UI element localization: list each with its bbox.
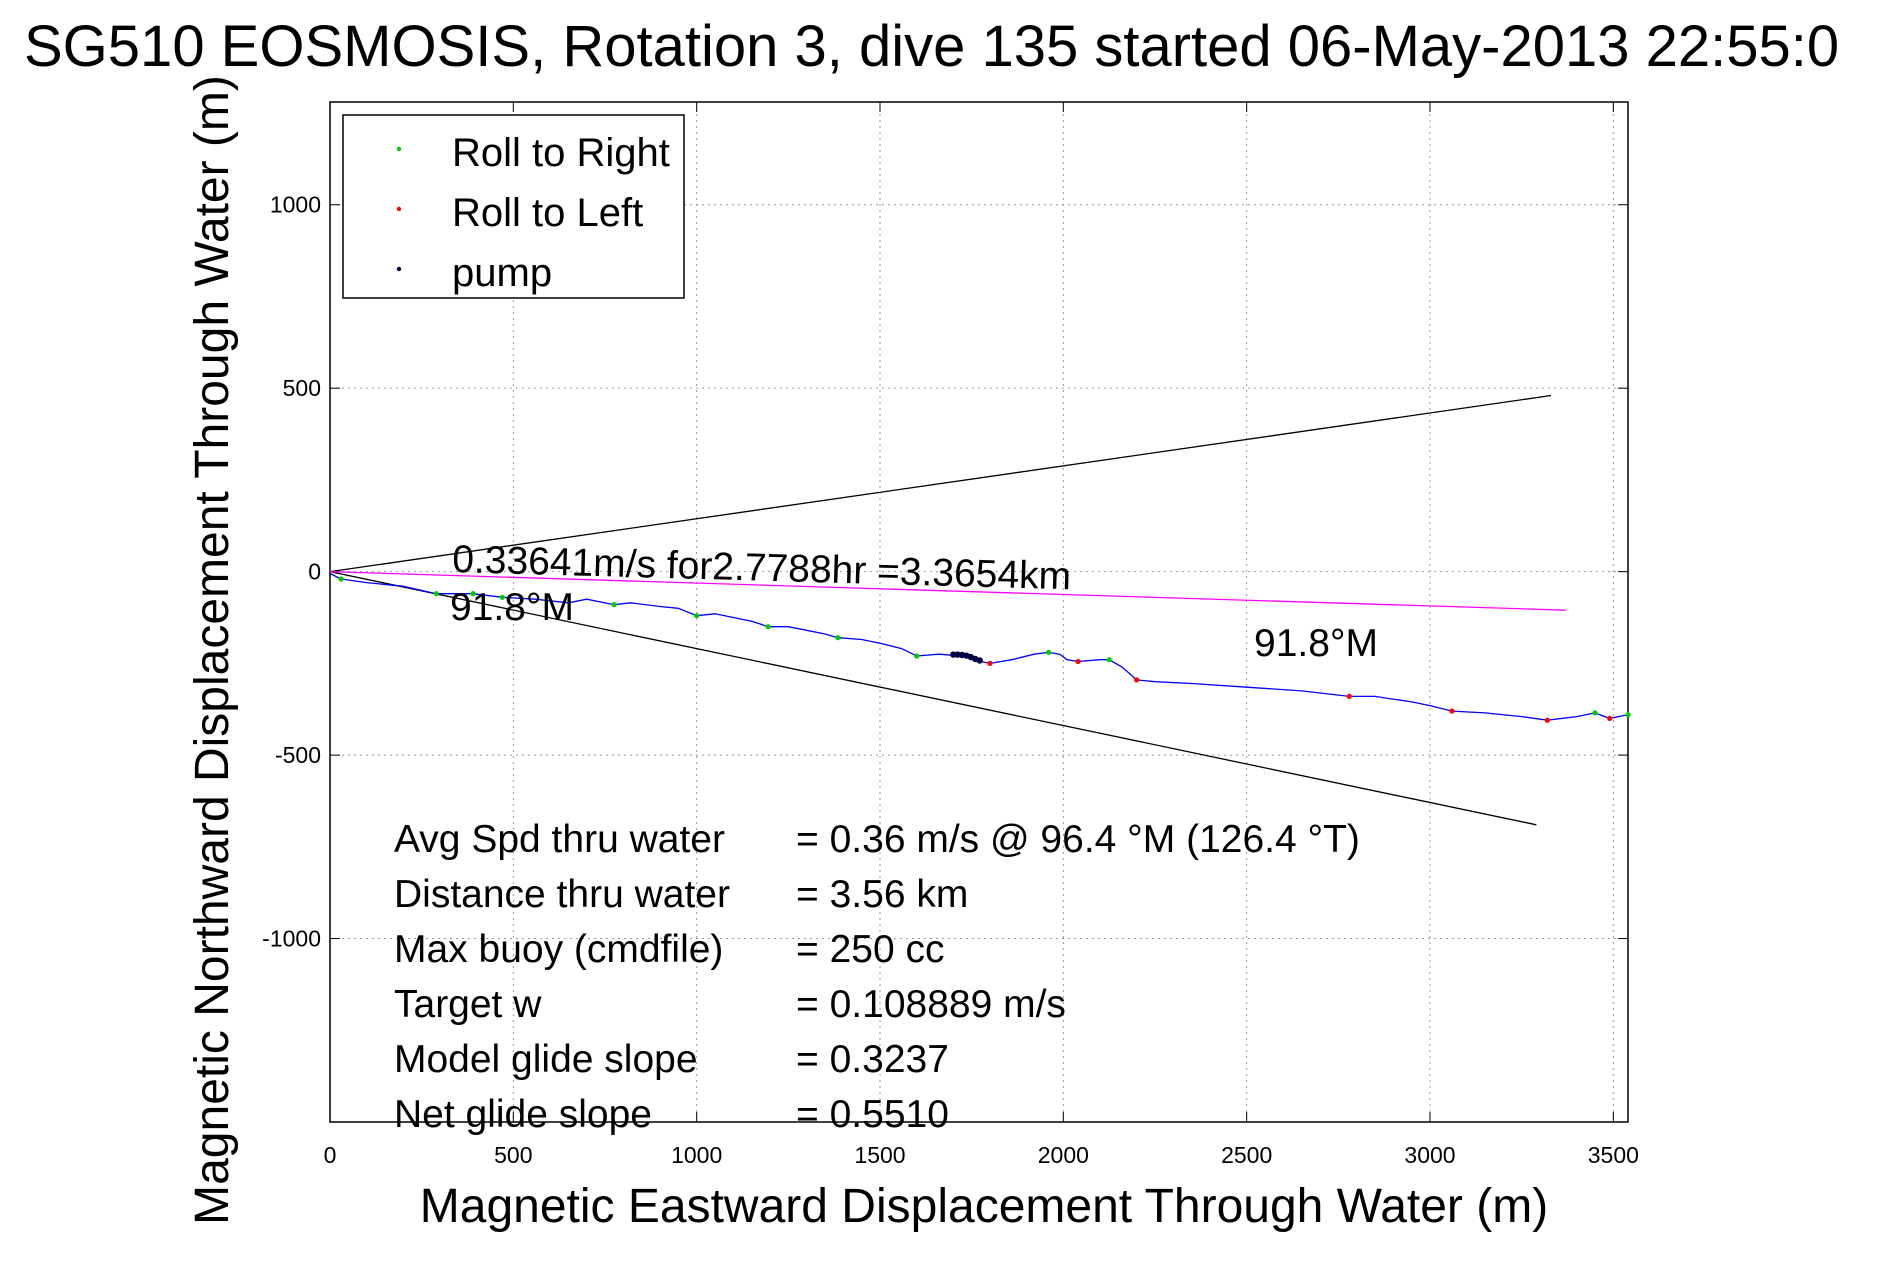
y-axis-label: Magnetic Northward Displacement Through …: [186, 75, 239, 1225]
axis-ticks: 0 500 1000 1500 2000 2500 3000 3500 -1000 -500 0 50…: [262, 102, 1639, 1168]
roll-right-marker: [1046, 649, 1052, 655]
roll-right-marker: [499, 594, 505, 600]
x-tick-label: 0: [324, 1142, 337, 1168]
roll-right-marker: [914, 653, 920, 659]
legend-marker: [396, 146, 402, 152]
legend-label: Roll to Left: [452, 191, 643, 235]
stat-value: = 250 cc: [796, 928, 945, 971]
roll-right-marker: [433, 591, 439, 597]
stat-label: Model glide slope: [394, 1038, 698, 1081]
upper-bound-line: [329, 394, 1552, 573]
pump-marker: [976, 657, 983, 664]
roll-left-marker: [1607, 715, 1613, 722]
x-axis-label: Magnetic Eastward Displacement Through W…: [420, 1180, 1548, 1233]
roll-left-marker: [1449, 708, 1455, 714]
stat-value: = 0.3237: [796, 1038, 949, 1081]
stat-value: = 3.56 km: [796, 873, 968, 916]
roll-right-marker: [694, 613, 700, 619]
legend-label: Roll to Right: [452, 131, 670, 175]
x-tick-label: 1500: [854, 1142, 905, 1168]
x-tick-label: 2000: [1038, 1142, 1089, 1168]
legend-label: pump: [452, 251, 552, 295]
grid: [330, 102, 1628, 1122]
stat-label: Distance thru water: [394, 873, 730, 916]
roll-left-marker: [1134, 677, 1140, 683]
reference-lines: [329, 394, 1566, 826]
lower-bound-line: [329, 571, 1537, 826]
legend-marker: [396, 206, 402, 212]
roll-left-marker: [1346, 693, 1352, 699]
x-tick-label: 3500: [1588, 1142, 1639, 1168]
plot-frame: [329, 101, 1629, 1123]
markers: [338, 576, 1631, 723]
stat-value: = 0.108889 m/s: [796, 983, 1066, 1026]
roll-right-marker: [1625, 712, 1631, 718]
roll-right-marker: [1592, 710, 1598, 716]
y-tick-label: 500: [283, 375, 321, 401]
stat-value: = 0.36 m/s @ 96.4 °M (126.4 °T): [796, 818, 1360, 861]
x-tick-label: 1000: [671, 1142, 722, 1168]
stat-label: Target w: [394, 983, 542, 1026]
y-tick-label: -1000: [262, 926, 321, 952]
x-tick-label: 2500: [1221, 1142, 1272, 1168]
y-tick-label: -500: [275, 742, 321, 768]
roll-left-marker: [987, 660, 993, 666]
roll-left-marker: [1544, 717, 1550, 723]
x-tick-label: 3000: [1404, 1142, 1455, 1168]
stat-label: Max buoy (cmdfile): [394, 928, 723, 971]
heading-line: [329, 570, 1566, 611]
roll-right-marker: [835, 635, 841, 641]
roll-right-marker: [611, 602, 617, 608]
roll-right-marker: [338, 576, 344, 582]
roll-right-marker: [470, 591, 476, 597]
chart-title: SG510 EOSMOSIS, Rotation 3, dive 135 sta…: [24, 14, 1839, 79]
legend: Roll to Right Roll to Left pump: [342, 114, 685, 299]
stat-value: = 0.5510: [796, 1093, 949, 1136]
roll-left-marker: [1075, 658, 1081, 665]
y-tick-label: 0: [308, 559, 321, 585]
x-tick-label: 500: [494, 1142, 532, 1168]
stats-block: Avg Spd thru water = 0.36 m/s @ 96.4 °M (…: [394, 818, 1360, 1136]
roll-right-marker: [1106, 657, 1112, 663]
roll-right-marker: [765, 624, 771, 630]
legend-box: [342, 114, 685, 299]
y-tick-label: 1000: [270, 192, 321, 218]
pump-marker: [950, 651, 957, 658]
heading-annotation-left: 91.8°M: [450, 586, 574, 629]
heading-annotation-right: 91.8°M: [1254, 622, 1378, 665]
stat-label: Avg Spd thru water: [394, 818, 725, 861]
stat-label: Net glide slope: [394, 1093, 652, 1136]
legend-marker: [396, 266, 402, 272]
